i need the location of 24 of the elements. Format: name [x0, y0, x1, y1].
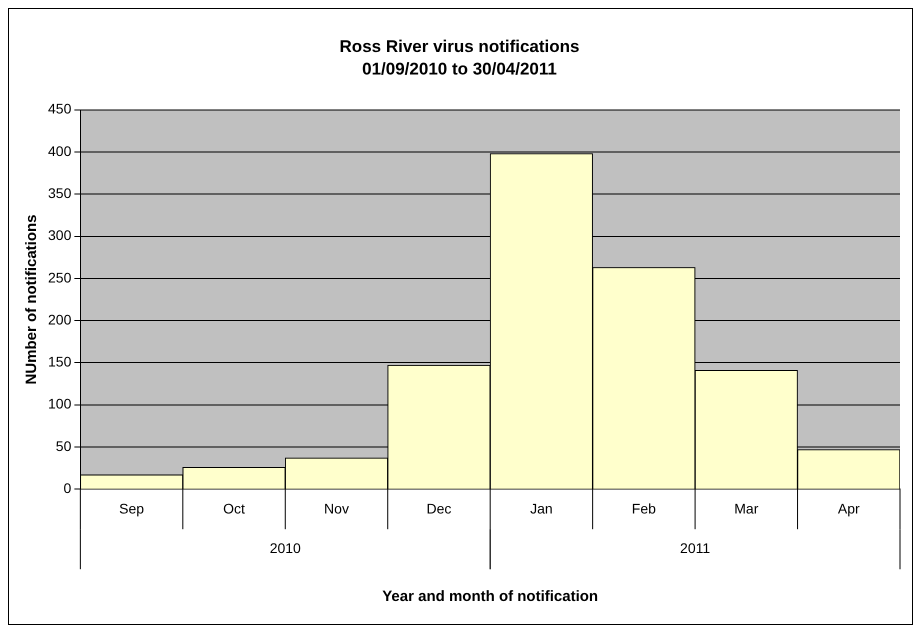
y-tick-label: 350 [48, 184, 72, 201]
y-tick-label: 150 [48, 354, 72, 370]
y-tick-label: 0 [64, 480, 72, 496]
x-axis-title: Year and month of notification [382, 588, 598, 606]
y-tick-label: 250 [48, 269, 72, 286]
y-tick-label: 450 [48, 100, 72, 117]
y-tick-label: 400 [48, 142, 72, 159]
x-tick-label: Sep [119, 500, 144, 516]
x-tick-label: Dec [426, 500, 452, 516]
text: 2011 [680, 540, 710, 556]
x-tick-label: Jan [530, 500, 553, 516]
y-tick-label: 50 [56, 438, 72, 454]
text: 2010 [270, 540, 302, 556]
x-tick-label: Oct [223, 500, 246, 516]
y-axis-title: NUmber of notifications [23, 214, 40, 385]
y-tick-label: 100 [48, 396, 72, 412]
y-tick-label: 300 [48, 227, 72, 244]
chart-subtitle: 01/09/2010 to 30/04/2011 [362, 59, 557, 78]
y-tick-label: 200 [48, 311, 72, 328]
x-tick-label: Mar [734, 500, 759, 516]
chart-title: Ross River virus notifications [340, 36, 580, 56]
x-tick-label: Feb [632, 500, 656, 516]
x-tick-label: Nov [324, 500, 349, 516]
x-tick-label: Apr [838, 500, 860, 516]
